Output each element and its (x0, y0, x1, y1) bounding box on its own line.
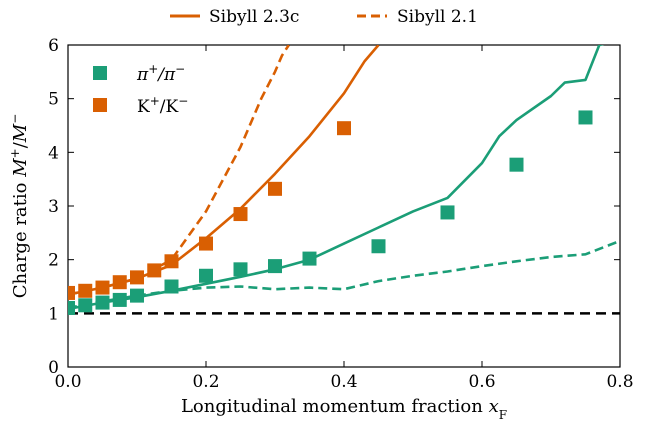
legend-kaon-marker (93, 98, 107, 112)
x-axis-label: Longitudinal momentum fraction xF (181, 396, 507, 421)
pion-data-point (509, 157, 524, 172)
y-tick-label: 4 (48, 143, 59, 163)
legend-sibyll21-label: Sibyll 2.1 (397, 7, 478, 27)
legend-sibyll23c-label: Sibyll 2.3c (209, 7, 299, 27)
kaon-data-point (337, 121, 351, 136)
kaon-sibyll23c-line (68, 45, 380, 296)
x-axis: 0.0 0.2 0.4 0.6 0.8 (54, 45, 634, 392)
x-tick-label: 0.2 (192, 372, 219, 392)
kaon-data-point (112, 275, 127, 290)
y-tick-label: 2 (48, 251, 59, 271)
kaon-data-point (68, 285, 75, 300)
kaon-data-point (130, 270, 144, 285)
pion-data-point (199, 268, 213, 283)
pion-sibyll21-line (68, 239, 620, 310)
top-legend: Sibyll 2.3c Sibyll 2.1 (170, 7, 478, 27)
y-tick-label: 3 (48, 197, 59, 217)
pion-data-point (78, 298, 93, 313)
pion-data-point (578, 110, 593, 125)
pion-data-point (95, 295, 110, 310)
kaon-data-point (268, 181, 282, 196)
kaon-data-point (233, 207, 248, 222)
pion-data-point (371, 239, 386, 254)
pion-data-point (268, 259, 282, 274)
pion-data-point (440, 205, 455, 220)
y-axis-label: Charge ratio M+/M− (8, 114, 31, 299)
pion-data-point (112, 292, 127, 307)
x-tick-label: 0.0 (54, 372, 81, 392)
inner-legend: π+/π− K+/K− (93, 62, 188, 117)
x-tick-label: 0.4 (330, 372, 357, 392)
y-tick-label: 1 (48, 304, 59, 324)
plot-area (68, 45, 620, 315)
pion-data-point (68, 300, 75, 315)
pion-data-point (130, 288, 144, 303)
x-tick-label: 0.8 (606, 372, 633, 392)
y-tick-label: 5 (48, 90, 59, 110)
kaon-data-point (147, 263, 162, 278)
pion-data-point (164, 279, 179, 294)
kaon-data-point (95, 280, 110, 295)
kaon-data-point (199, 236, 213, 251)
y-axis: 0 1 2 3 4 5 6 (48, 36, 620, 378)
legend-pion-marker (93, 66, 107, 80)
pion-data-point (233, 262, 248, 277)
pion-data-point (302, 251, 317, 266)
legend-pion-label: π+/π− (136, 62, 185, 85)
legend-kaon-label: K+/K− (137, 94, 188, 117)
kaon-data-point (164, 254, 179, 269)
kaon-data-point (78, 283, 93, 298)
x-tick-label: 0.6 (468, 372, 495, 392)
y-tick-label: 0 (48, 358, 59, 378)
y-tick-label: 6 (48, 36, 59, 56)
